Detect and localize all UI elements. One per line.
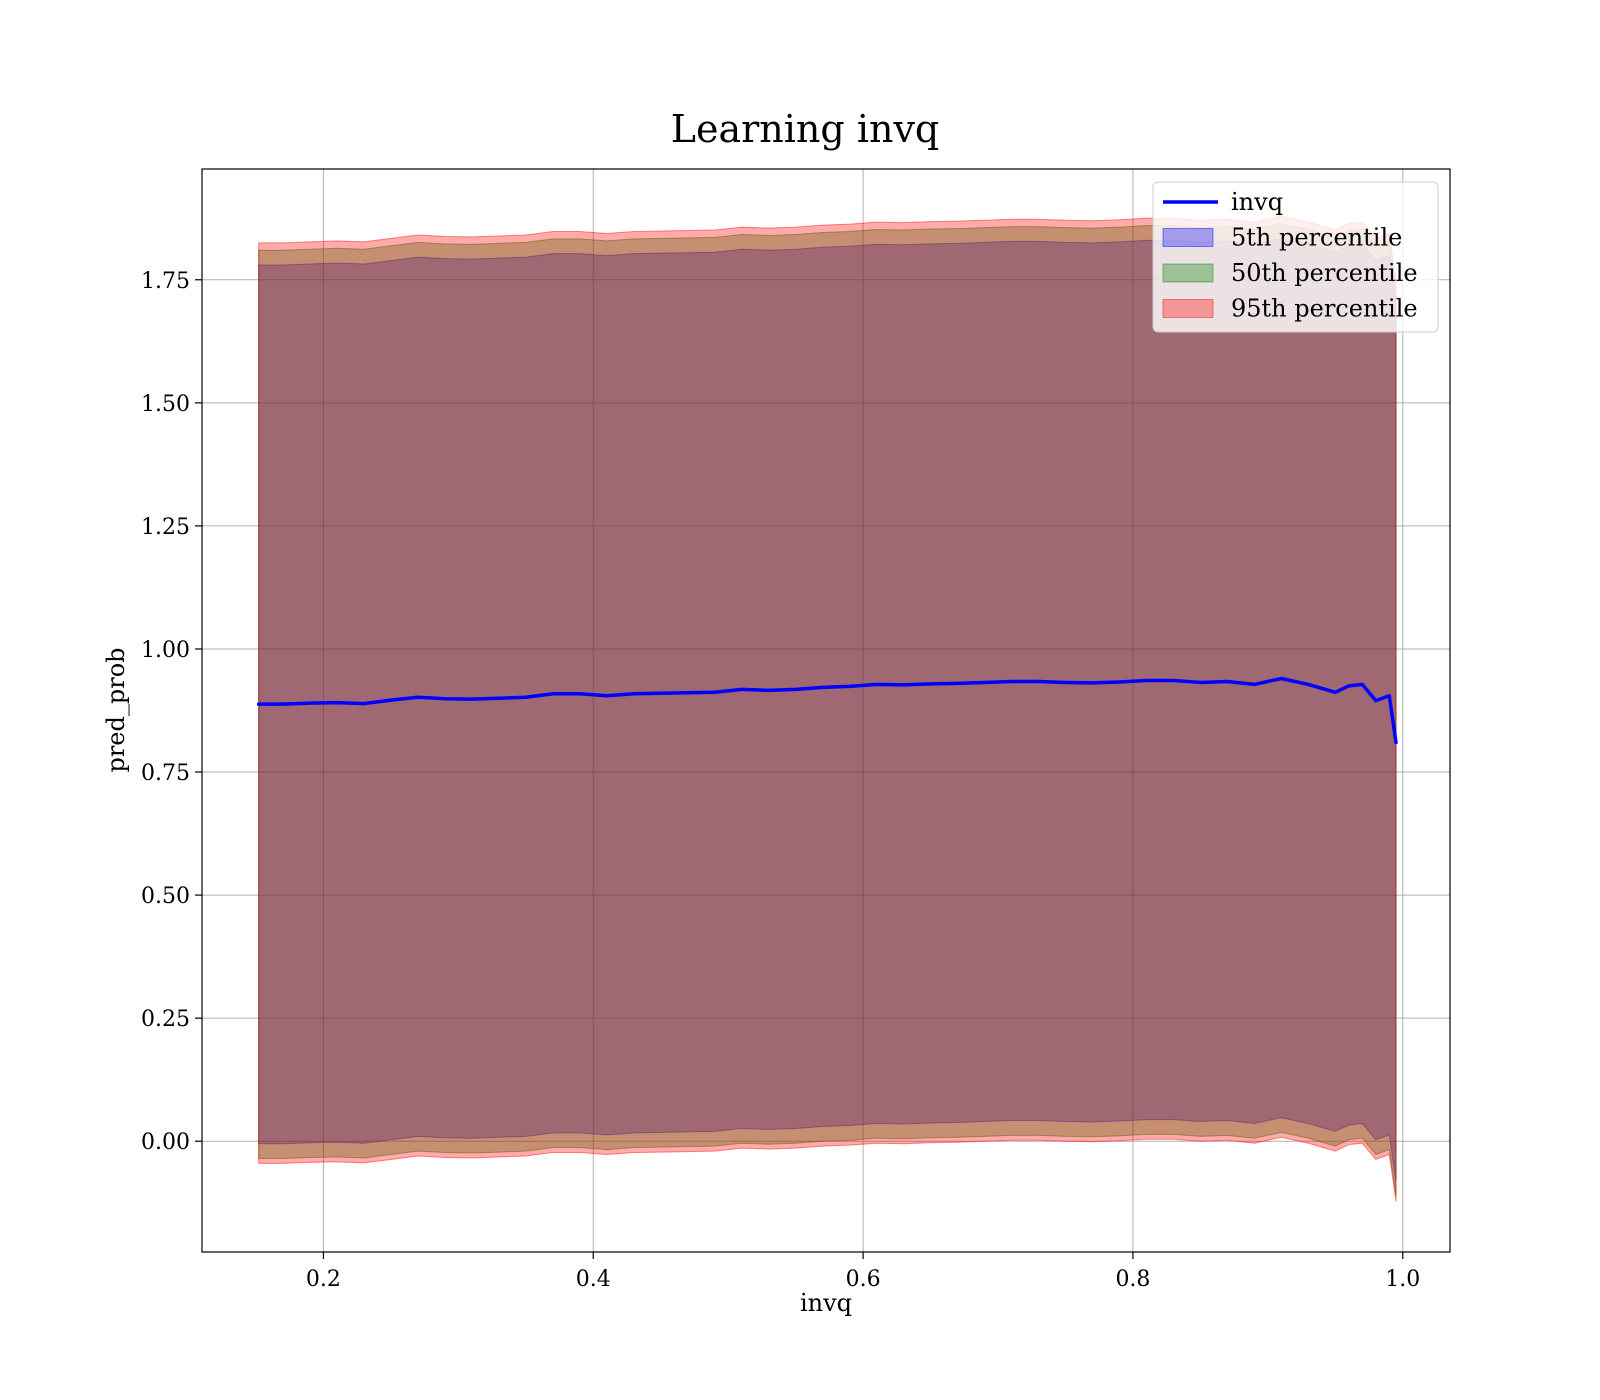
- series-line: [256, 676, 1398, 745]
- chart-title: Learning invq: [671, 107, 939, 151]
- legend-swatch: [1162, 299, 1214, 318]
- y-axis-label: pred_prob: [102, 647, 130, 772]
- y-tick-label: 1.75: [141, 269, 190, 294]
- y-axis-ticks: 0.00 0.25 0.50 0.75 1.00 1.25 1.50 1.75: [141, 269, 202, 1155]
- y-tick-label: 0.00: [141, 1130, 190, 1155]
- legend-label: 50th percentile: [1231, 259, 1418, 287]
- legend-swatch: [1162, 228, 1214, 247]
- y-tick-label: 0.25: [141, 1007, 190, 1032]
- legend-swatch: [1162, 263, 1214, 283]
- plot-frame: [201, 168, 1451, 1253]
- y-tick-label: 1.50: [141, 392, 190, 417]
- percentile-bands: [258, 215, 1397, 1202]
- y-tick-label: 0.75: [141, 761, 190, 786]
- legend-box: [1152, 181, 1439, 333]
- line-invq: [256, 676, 1398, 745]
- legend: invq 5th percentile 50th percentile 95th pe…: [1152, 181, 1439, 333]
- y-tick-label: 0.50: [141, 884, 190, 909]
- band-50th-percentile: [258, 223, 1397, 1197]
- y-tick-label: 1.00: [141, 638, 190, 663]
- legend-label: 95th percentile: [1231, 295, 1418, 323]
- legend-label: 5th percentile: [1231, 224, 1402, 252]
- y-tick-label: 1.25: [141, 515, 190, 540]
- band-5th-percentile: [258, 237, 1397, 1182]
- band-95th-percentile: [258, 215, 1397, 1202]
- x-tick-label: 1.0: [1385, 1267, 1420, 1292]
- x-tick-label: 0.2: [306, 1267, 341, 1292]
- legend-label: invq: [1231, 188, 1283, 216]
- x-tick-label: 0.8: [1115, 1267, 1150, 1292]
- x-tick-label: 0.6: [846, 1267, 881, 1292]
- x-tick-label: 0.4: [576, 1267, 611, 1292]
- x-axis-label: invq: [800, 1289, 852, 1317]
- x-axis-ticks: 0.2 0.4 0.6 0.8 1.0: [306, 1252, 1420, 1292]
